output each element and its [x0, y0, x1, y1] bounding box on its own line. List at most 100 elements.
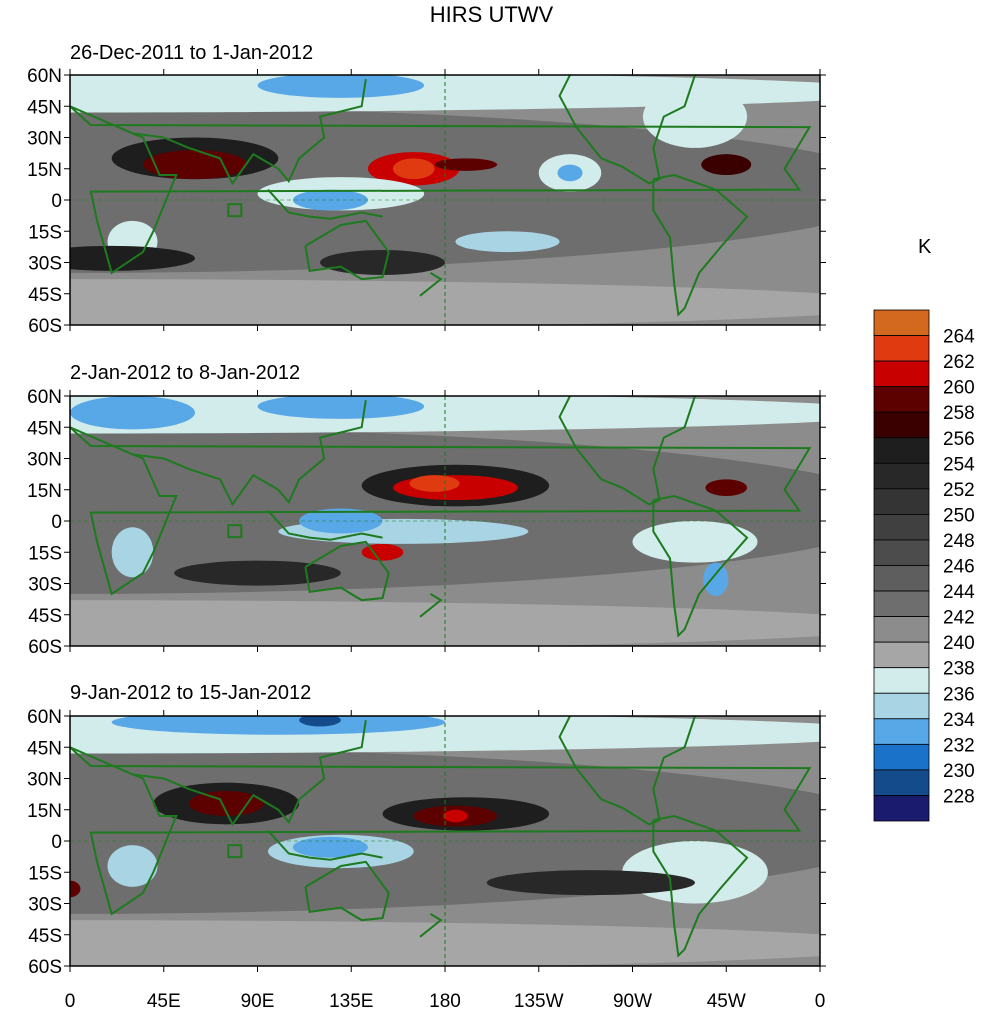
lon-tick-label: 135W — [514, 991, 564, 1012]
lat-tick-label: 30N — [27, 770, 62, 791]
lat-tick-label: 15N — [27, 801, 62, 822]
lat-tick-label: 45S — [28, 926, 62, 947]
colorbar-box — [873, 335, 930, 362]
lon-tick-label: 180 — [429, 991, 461, 1012]
lat-tick-label: 30N — [27, 129, 62, 150]
lon-tick-label: 45W — [707, 991, 746, 1012]
colorbar-label: 240 — [943, 633, 975, 654]
lat-tick-label: 15S — [28, 222, 62, 243]
coastline — [132, 720, 367, 827]
coastline — [267, 829, 383, 861]
lat-tick-label: 60S — [28, 316, 62, 337]
colorbar-label: 250 — [943, 505, 975, 526]
colorbar-label: 248 — [943, 531, 975, 552]
lon-tick-label: 135E — [329, 991, 373, 1012]
contour-region — [486, 870, 695, 896]
colorbar-box — [873, 462, 930, 490]
colorbar-box — [873, 692, 930, 720]
coastline — [267, 188, 383, 220]
contour-region — [632, 521, 758, 563]
contour-region — [705, 479, 748, 496]
colorbar-label: 230 — [943, 761, 975, 782]
lat-tick-label: 45S — [28, 285, 62, 306]
colorbar-box — [873, 718, 930, 745]
map-panel-2: 60N 45N 30N 15N 0 15S 30S 45S 60S — [27, 387, 826, 658]
figure-title: HIRS UTWV — [429, 2, 554, 27]
lat-tick-label: 15S — [28, 543, 62, 564]
colorbar-label: 228 — [943, 786, 975, 807]
colorbar-box — [873, 411, 930, 439]
colorbar-box — [873, 514, 930, 541]
contour-region — [111, 716, 445, 735]
colorbar-box — [873, 769, 930, 796]
coastline — [558, 75, 696, 185]
contour-region — [434, 158, 498, 171]
coastline — [304, 860, 390, 922]
contour-region — [142, 150, 248, 180]
contour-region — [299, 716, 341, 727]
map-panel-3: 60N 45N 30N 15N 0 15S 30S 45S 60S — [27, 707, 826, 978]
contour-region — [70, 880, 81, 898]
lat-tick-label: 45N — [27, 418, 62, 439]
colorbar-label: 232 — [943, 735, 975, 756]
lat-tick-label: 60S — [28, 637, 62, 658]
map-panel-1: 60N 45N 30N 15N 0 15S 30S 45S 60S — [27, 66, 826, 337]
colorbar-label: 256 — [943, 429, 975, 450]
contour-region — [642, 85, 748, 148]
coastline — [304, 540, 390, 602]
coastline — [227, 203, 243, 218]
coastline — [558, 396, 696, 506]
colorbar-box — [873, 743, 930, 771]
lon-tick-label: 0 — [815, 991, 826, 1012]
colorbar-label: 254 — [943, 454, 975, 475]
lat-tick-label: 45N — [27, 97, 62, 118]
contour-region — [70, 75, 820, 113]
coastline — [267, 509, 383, 541]
lat-tick-label: 0 — [51, 832, 62, 853]
colorbar-box — [873, 309, 930, 336]
contour-region — [409, 475, 460, 492]
contour-region — [703, 562, 729, 596]
panel-3-title: 9-Jan-2012 to 15-Jan-2012 — [70, 682, 312, 704]
colorbar-label: 260 — [943, 378, 975, 399]
contour-region — [320, 250, 445, 275]
coastline — [70, 746, 812, 916]
lat-tick-label: 60S — [28, 957, 62, 978]
contour-region — [257, 75, 425, 98]
contour-region — [111, 527, 154, 578]
lat-tick-label: 0 — [51, 512, 62, 533]
lat-tick-label: 30N — [27, 450, 62, 471]
lat-tick-label: 45S — [28, 606, 62, 627]
colorbar-box — [873, 437, 930, 464]
lat-tick-label: 60N — [27, 387, 62, 408]
colorbar-box — [873, 360, 930, 388]
colorbar-label: 242 — [943, 608, 975, 629]
contour-region — [188, 791, 264, 816]
coastline — [132, 79, 367, 186]
coastline — [652, 814, 749, 958]
coastline — [304, 219, 390, 281]
colorbar-unit: K — [918, 236, 932, 258]
contour-region — [557, 164, 583, 182]
coastline — [558, 716, 696, 826]
lon-tick-label: 90W — [613, 991, 652, 1012]
colorbar-box — [873, 565, 930, 592]
contour-region — [70, 396, 820, 434]
colorbar-label: 236 — [943, 684, 975, 705]
contour-region — [292, 836, 368, 858]
colorbar-label: 246 — [943, 557, 975, 578]
colorbar-box — [873, 386, 930, 413]
colorbar: 264 262 260 258 256 254 252 250 248 246 244 242 240 2… — [873, 309, 975, 822]
coastline — [70, 105, 812, 275]
lon-tick-label: 0 — [65, 991, 76, 1012]
colorbar-box — [873, 488, 930, 515]
contour-region — [174, 560, 341, 586]
contour-region — [299, 508, 383, 534]
contour-region — [70, 396, 195, 430]
lat-tick-label: 30S — [28, 895, 62, 916]
contour-region — [701, 154, 752, 175]
panel-1-title: 26-Dec-2011 to 1-Jan-2012 — [70, 42, 314, 64]
colorbar-label: 264 — [943, 327, 975, 348]
coastline — [132, 400, 367, 507]
